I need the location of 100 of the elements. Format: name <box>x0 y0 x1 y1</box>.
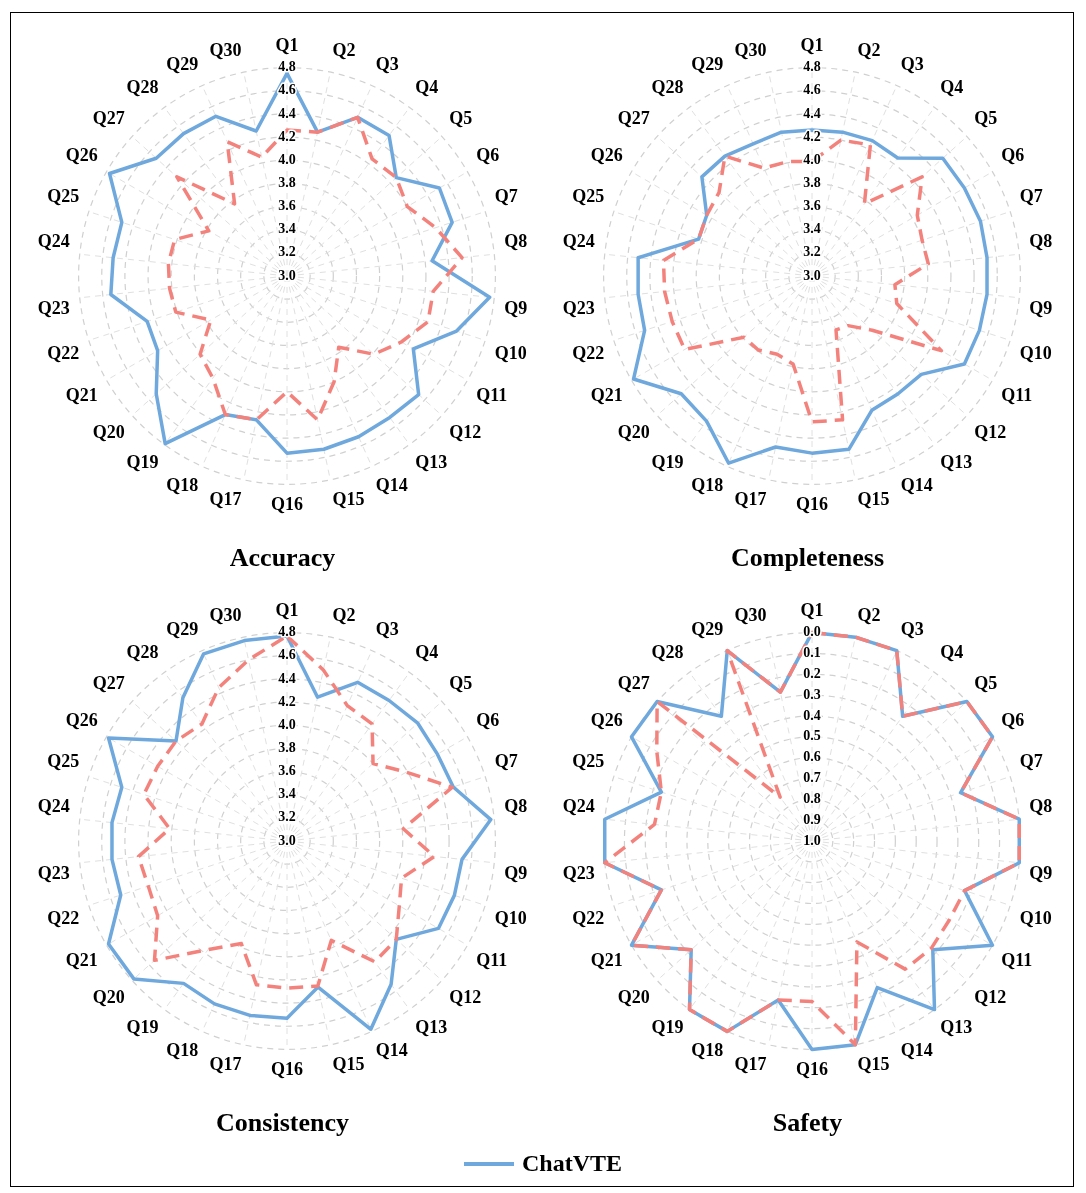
spoke-label: Q27 <box>617 672 650 693</box>
y-tick-label: 0.9 <box>803 811 821 827</box>
spoke-label: Q4 <box>415 77 439 98</box>
spoke-label: Q3 <box>900 54 924 75</box>
spoke-label: Q2 <box>857 605 881 626</box>
spoke-label: Q6 <box>476 144 500 165</box>
spoke-label: Q6 <box>476 709 500 730</box>
spoke-label: Q7 <box>1019 186 1043 207</box>
spoke-label: Q8 <box>1029 796 1053 817</box>
spoke-label: Q10 <box>494 907 527 928</box>
y-tick-label: 3.0 <box>803 267 821 283</box>
spoke-label: Q13 <box>415 1017 448 1038</box>
spoke-label: Q29 <box>166 54 199 75</box>
y-tick-label: 3.6 <box>278 198 296 214</box>
y-tick-label: 3.2 <box>278 809 296 825</box>
spoke-label: Q14 <box>900 474 933 495</box>
text: Completeness <box>730 543 885 573</box>
spoke-label: Q18 <box>166 1039 199 1060</box>
text: Safety <box>772 1108 843 1138</box>
spoke-label: Q13 <box>940 452 973 473</box>
y-tick-label: 3.6 <box>803 198 821 214</box>
y-tick-label: 4.0 <box>278 716 296 732</box>
spoke-label: Q22 <box>572 342 605 363</box>
spoke-label: Q8 <box>1029 231 1053 252</box>
spoke-label: Q18 <box>166 474 199 495</box>
y-tick-label: 3.4 <box>278 786 296 802</box>
spoke-label: Q5 <box>449 107 473 128</box>
spoke-label: Q22 <box>572 907 605 928</box>
spoke-label: Q4 <box>940 642 964 663</box>
spoke-label: Q3 <box>375 619 399 640</box>
spoke-label: Q3 <box>375 54 399 75</box>
spoke-label: Q15 <box>332 489 365 510</box>
spoke-label: Q7 <box>1019 751 1043 772</box>
spoke-label: Q7 <box>494 186 518 207</box>
y-tick-label: 3.8 <box>803 174 821 190</box>
y-tick-label: 4.2 <box>803 128 821 144</box>
spoke-label: Q27 <box>617 107 650 128</box>
y-tick-label: 4.4 <box>803 105 821 121</box>
spoke-label: Q3 <box>900 619 924 640</box>
spoke-label: Q21 <box>590 384 623 405</box>
spoke-label: Q15 <box>857 489 890 510</box>
spoke-label: Q29 <box>691 619 724 640</box>
spoke-label: Q1 <box>275 600 299 621</box>
text: Accuracy <box>229 543 336 573</box>
spoke-label: Q28 <box>651 77 684 98</box>
spoke-label: Q20 <box>92 421 125 442</box>
y-tick-label: 4.4 <box>278 670 296 686</box>
y-tick-label: 4.6 <box>278 647 296 663</box>
spoke-label: Q19 <box>651 452 684 473</box>
spoke-label: Q28 <box>651 642 684 663</box>
spoke-label: Q22 <box>47 907 80 928</box>
spoke-label: Q23 <box>562 863 595 884</box>
spoke-label: Q30 <box>209 40 242 61</box>
spoke-label: Q23 <box>562 298 595 319</box>
y-tick-label: 0.8 <box>803 790 821 806</box>
spoke-label: Q5 <box>974 672 998 693</box>
spoke-label: Q25 <box>47 186 80 207</box>
y-tick-label: 3.0 <box>278 267 296 283</box>
spoke-label: Q16 <box>795 1058 829 1079</box>
y-tick-label: 4.0 <box>803 151 821 167</box>
spoke-label: Q6 <box>1001 709 1025 730</box>
y-tick-label: 4.6 <box>803 82 821 98</box>
spoke-label: Q23 <box>37 298 70 319</box>
spoke-label: Q14 <box>375 474 408 495</box>
spoke-label: Q16 <box>795 493 829 514</box>
spoke-label: Q7 <box>494 751 518 772</box>
spoke-label: Q30 <box>734 40 767 61</box>
spoke-label: Q2 <box>332 605 356 626</box>
spoke-label: Q2 <box>332 40 356 61</box>
y-tick-label: 4.2 <box>278 128 296 144</box>
spoke-label: Q18 <box>691 474 724 495</box>
y-tick-label: 0.4 <box>803 707 821 723</box>
spoke-label: Q10 <box>1019 907 1052 928</box>
spoke-label: Q20 <box>617 421 650 442</box>
spoke-label: Q26 <box>65 144 98 165</box>
y-tick-label: 4.8 <box>803 59 821 75</box>
spoke-label: Q13 <box>940 1017 973 1038</box>
spoke-label: Q1 <box>275 35 299 56</box>
spoke-label: Q20 <box>92 986 125 1007</box>
spoke-label: Q24 <box>37 231 70 252</box>
spoke-label: Q4 <box>940 77 964 98</box>
spoke-label: Q12 <box>974 421 1007 442</box>
spoke-label: Q6 <box>1001 144 1025 165</box>
y-tick-label: 4.8 <box>278 624 296 640</box>
spoke-label: Q12 <box>449 986 482 1007</box>
spoke-label: Q11 <box>476 949 508 970</box>
y-tick-label: 3.2 <box>278 244 296 260</box>
spoke-label: Q21 <box>65 384 98 405</box>
spoke-label: Q30 <box>209 605 242 626</box>
y-tick-label: 3.6 <box>278 763 296 779</box>
spoke-label: Q10 <box>494 342 527 363</box>
y-tick-label: 4.8 <box>278 59 296 75</box>
spoke-label: Q1 <box>800 35 824 56</box>
y-tick-label: 0.7 <box>803 770 821 786</box>
spoke-label: Q24 <box>37 796 70 817</box>
spoke-label: Q9 <box>1029 298 1053 319</box>
spoke-label: Q14 <box>900 1039 933 1060</box>
spoke-label: Q11 <box>476 384 508 405</box>
spoke-label: Q8 <box>504 796 528 817</box>
y-tick-label: 3.4 <box>278 221 296 237</box>
